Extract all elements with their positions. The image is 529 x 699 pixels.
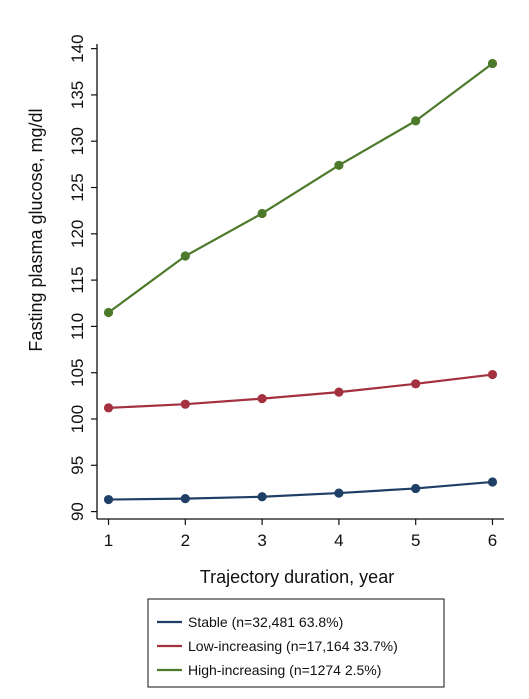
data-point [257,394,267,404]
y-tick-label: 105 [68,359,87,387]
data-point [257,208,267,219]
legend: Stable (n=32,481 63.8%) Low-increasing (n… [147,598,445,688]
data-point [411,379,421,389]
data-point [334,488,344,498]
data-point [334,387,344,397]
y-tick-label: 95 [68,456,87,475]
y-tick-label: 90 [68,502,87,521]
x-tick-label: 1 [104,531,113,550]
legend-box [147,598,445,688]
data-point [487,369,498,380]
y-tick-label: 125 [68,173,87,201]
data-point [180,399,190,409]
data-point [103,403,114,413]
series-line [107,62,494,314]
plot-area: 90 95 100 105 110 115 120 125 130 135 140 1 2 3 4 5 6 [68,34,504,550]
series-layer [103,58,498,505]
series-3 [103,58,498,318]
x-axis-ticks: 1 2 3 4 5 6 [104,519,497,550]
y-tick-label: 100 [68,405,87,433]
x-tick-label: 4 [334,531,343,550]
y-tick-label: 140 [68,34,87,62]
series-line [108,480,493,501]
y-tick-label: 120 [68,220,87,248]
x-tick-label: 2 [181,531,190,550]
data-point [487,58,498,69]
x-axis-title: Trajectory duration, year [200,567,394,587]
data-point [180,494,190,504]
series-2 [103,369,498,413]
series-line [108,373,493,409]
y-axis-ticks: 90 95 100 105 110 115 120 125 130 135 140 [68,34,97,521]
y-tick-label: 110 [68,313,87,340]
data-point [411,483,421,494]
legend-label: Stable (n=32,481 63.8%) [188,614,343,630]
data-point [180,251,190,261]
x-tick-label: 6 [488,531,497,550]
x-tick-label: 3 [257,531,266,550]
y-tick-label: 135 [68,81,87,109]
data-point [103,494,114,505]
legend-item: High-increasing (n=1274 2.5%) [157,662,381,678]
data-point [487,477,498,487]
legend-label: High-increasing (n=1274 2.5%) [188,662,381,678]
legend-label: Low-increasing (n=17,164 33.7%) [188,638,398,654]
data-point [103,307,114,318]
y-axis-title: Fasting plasma glucose, mg/dl [26,108,46,351]
legend-item: Stable (n=32,481 63.8%) [157,614,343,630]
data-point [257,492,267,502]
data-point [334,160,344,170]
data-point [411,116,421,126]
y-tick-label: 130 [68,127,87,155]
legend-item: Low-increasing (n=17,164 33.7%) [157,638,398,654]
y-tick-label: 115 [68,267,87,294]
legend-items: Stable (n=32,481 63.8%) Low-increasing (n… [157,614,398,678]
x-tick-label: 5 [411,531,420,550]
series-1 [103,477,498,505]
